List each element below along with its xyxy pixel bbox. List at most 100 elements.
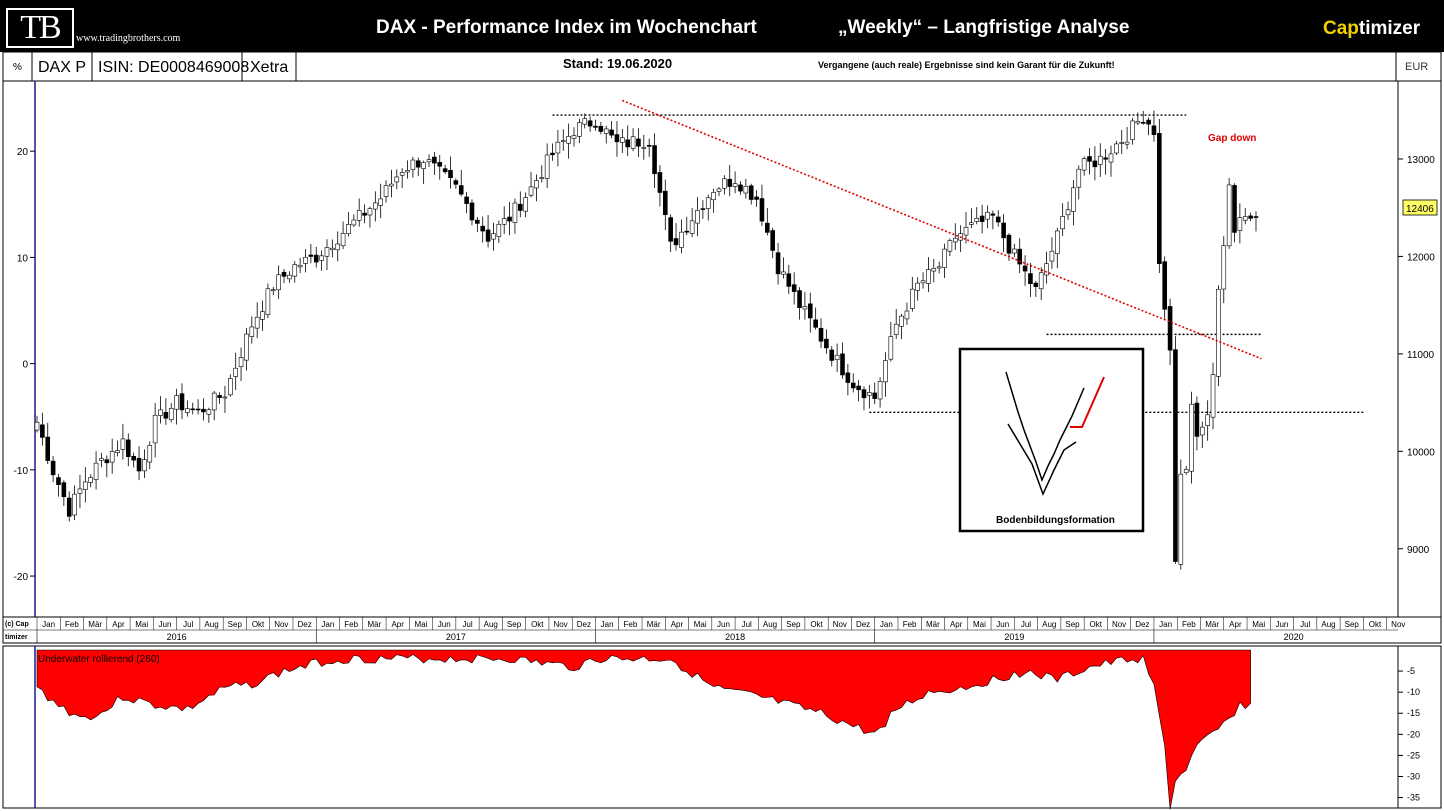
- month-label: Jul: [1300, 620, 1310, 629]
- candle-body: [125, 439, 131, 457]
- month-label: Sep: [228, 620, 243, 629]
- month-label: Jul: [462, 620, 472, 629]
- candle-body: [1001, 222, 1006, 239]
- candle-body: [195, 408, 201, 411]
- candle-body: [66, 497, 72, 517]
- month-label: Jun: [438, 620, 451, 629]
- month-label: Jan: [42, 620, 55, 629]
- candle-body: [324, 247, 330, 257]
- month-label: Okt: [1090, 620, 1103, 629]
- candle-body: [1183, 468, 1189, 474]
- month-label: Mai: [973, 620, 986, 629]
- month-label: Apr: [671, 620, 684, 629]
- candle-body: [120, 438, 126, 450]
- candle-body: [1253, 216, 1259, 218]
- month-label: Sep: [507, 620, 522, 629]
- candle-body: [775, 252, 781, 275]
- candle-body: [40, 424, 45, 438]
- candle-body: [464, 196, 469, 204]
- candle-body: [72, 493, 77, 516]
- candle-body: [969, 222, 974, 225]
- percent-label: %: [13, 62, 22, 73]
- candle-body: [679, 231, 684, 248]
- candle-body: [1151, 125, 1157, 135]
- candle-body: [1167, 306, 1173, 351]
- candle-body: [1135, 121, 1141, 124]
- candle-body: [319, 255, 324, 261]
- year-label: 2019: [1004, 632, 1024, 642]
- candle-body: [550, 152, 555, 156]
- page-title: DAX - Performance Index im Wochenchart: [376, 17, 757, 38]
- candle-body: [131, 455, 136, 461]
- candle-body: [577, 122, 582, 137]
- toolbar: % DAX P ISIN: DE0008469008 Xetra Stand: …: [2, 52, 1442, 82]
- month-label: Feb: [65, 620, 79, 629]
- formation-line-lower: [1007, 423, 1077, 496]
- candle-body: [485, 229, 491, 242]
- candle-body: [335, 243, 341, 251]
- candle-body: [759, 198, 765, 222]
- candle-body: [1103, 157, 1108, 160]
- candle-body: [88, 477, 93, 483]
- candle-body: [646, 145, 652, 147]
- candle-body: [985, 211, 990, 220]
- candles: [34, 110, 1259, 570]
- month-label: Okt: [531, 620, 544, 629]
- currency-label: EUR: [1405, 61, 1428, 73]
- gap-down-label: Gap down: [1208, 133, 1256, 144]
- candle-body: [947, 240, 953, 252]
- candle-body: [50, 460, 56, 476]
- candle-body: [1248, 215, 1253, 219]
- month-label: Jun: [717, 620, 730, 629]
- candle-body: [1124, 141, 1130, 145]
- candle-body: [480, 225, 486, 232]
- candle-body: [662, 190, 668, 216]
- brand-logo: Captimizer: [1323, 18, 1421, 39]
- candle-body: [512, 202, 518, 223]
- month-label: Jun: [159, 620, 172, 629]
- exchange-label: Xetra: [250, 59, 288, 76]
- candle-body: [1178, 473, 1184, 565]
- left-tick-label: -10: [14, 466, 29, 477]
- candle-body: [609, 129, 614, 136]
- candle-body: [834, 354, 840, 360]
- candle-body: [1237, 217, 1243, 231]
- candle-body: [93, 462, 99, 480]
- candle-body: [1205, 414, 1210, 427]
- month-label: Dez: [1135, 620, 1149, 629]
- candle-body: [206, 409, 212, 415]
- candle-body: [410, 159, 416, 170]
- candle-body: [228, 378, 233, 396]
- month-label: Jan: [880, 620, 893, 629]
- tb-logo: TB: [6, 8, 74, 48]
- candle-body: [45, 436, 51, 461]
- candle-body: [620, 137, 625, 143]
- month-label: Feb: [344, 620, 358, 629]
- candle-body: [276, 274, 281, 291]
- candle-body: [351, 219, 357, 226]
- month-label: Jul: [1021, 620, 1031, 629]
- candle-body: [1028, 273, 1033, 284]
- month-label: Mär: [926, 620, 940, 629]
- stand-date: Stand: 19.06.2020: [563, 56, 672, 71]
- candle-body: [824, 338, 829, 349]
- candle-body: [630, 136, 636, 149]
- candle-body: [722, 178, 727, 189]
- candle-body: [254, 316, 260, 329]
- right-tick-label: 12000: [1407, 252, 1435, 263]
- candle-body: [534, 180, 539, 189]
- candle-body: [1194, 402, 1200, 437]
- candle-body: [888, 336, 894, 360]
- candle-body: [34, 421, 40, 431]
- underwater-tick-label: -5: [1407, 666, 1415, 676]
- month-label: Nov: [1112, 620, 1126, 629]
- candle-body: [566, 136, 571, 144]
- candle-body: [1044, 263, 1049, 276]
- month-label: Apr: [391, 620, 404, 629]
- candle-body: [469, 202, 475, 221]
- candle-body: [636, 138, 641, 147]
- candle-body: [931, 267, 937, 272]
- candle-body: [109, 451, 115, 463]
- month-label: Aug: [484, 620, 498, 629]
- month-label: Jun: [996, 620, 1009, 629]
